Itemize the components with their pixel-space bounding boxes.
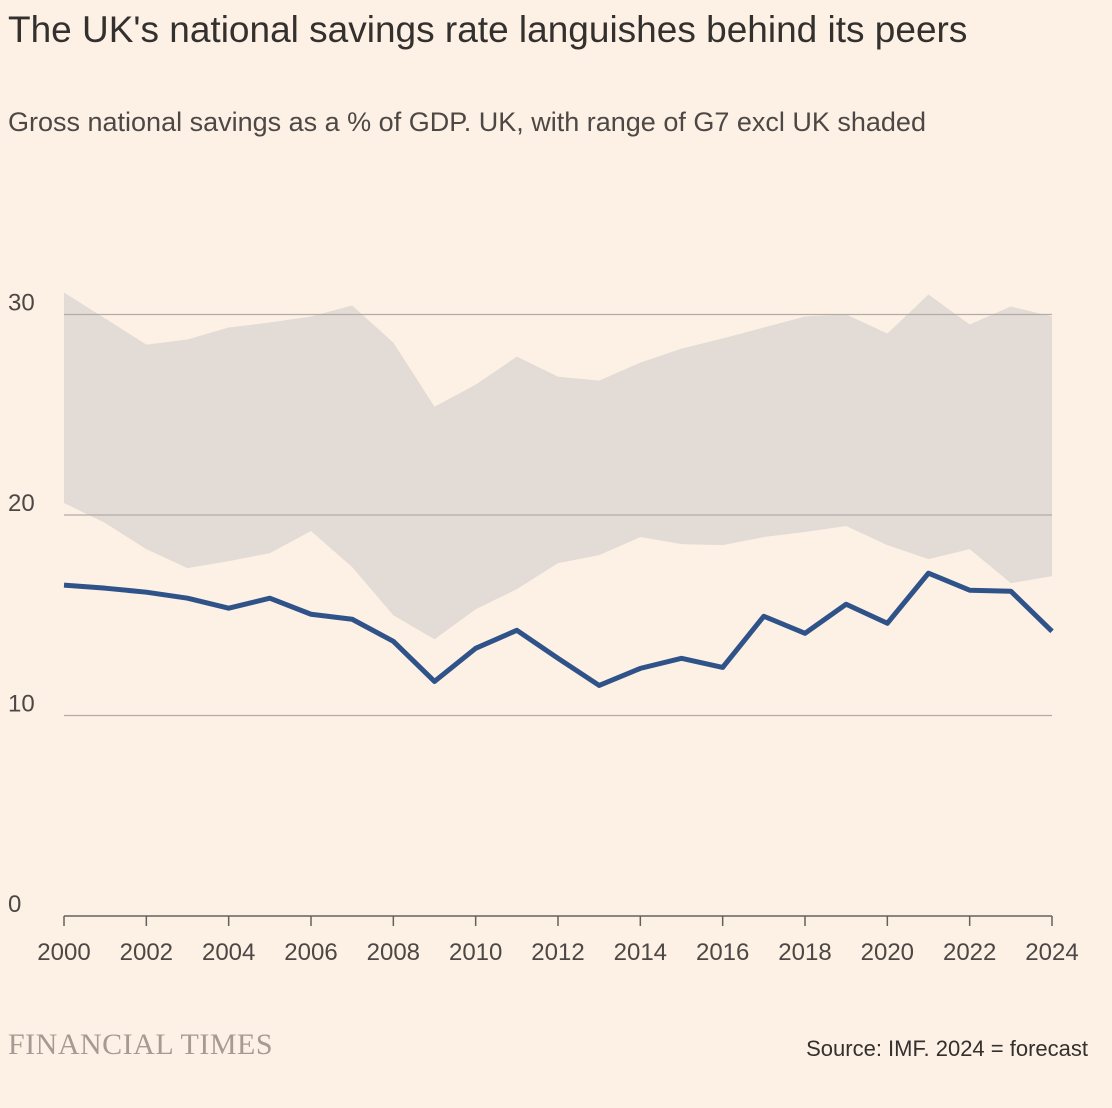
x-axis [63, 915, 1053, 926]
x-tick-label-2016: 2016 [696, 939, 749, 966]
y-tick-label-20: 20 [8, 490, 35, 517]
x-tick-label-2008: 2008 [367, 939, 420, 966]
y-tick-label-10: 10 [8, 691, 35, 718]
gridlines-layer [64, 313, 1052, 717]
uk-savings-line [63, 570, 1054, 688]
savings-rate-chart: 0 10 20 30 2000 2002 2004 2006 2008 2010 2012 2014… [8, 290, 1079, 967]
ft-logo-text: FINANCIAL TIMES [8, 1028, 274, 1061]
source-note: Source: IMF. 2024 = forecast [806, 1036, 1088, 1061]
x-tick-label-2024: 2024 [1025, 939, 1078, 966]
x-tick-label-2006: 2006 [284, 939, 337, 966]
x-tick-label-2018: 2018 [778, 939, 831, 966]
x-tick-label-2014: 2014 [614, 939, 667, 966]
x-tick-label-2000: 2000 [37, 939, 90, 966]
chart-title: The UK's national savings rate languishe… [8, 9, 968, 50]
g7-range-band-layer [64, 292, 1052, 640]
x-tick-label-2012: 2012 [531, 939, 584, 966]
g7-range-band [64, 292, 1052, 640]
x-tick-label-2020: 2020 [861, 939, 914, 966]
x-tick-labels: 2000 2002 2004 2006 2008 2010 2012 2014 2016 2018… [37, 939, 1078, 966]
x-tick-label-2004: 2004 [202, 939, 255, 966]
y-tick-labels: 0 10 20 30 [8, 290, 35, 919]
x-tick-label-2022: 2022 [943, 939, 996, 966]
y-tick-label-30: 30 [8, 290, 35, 317]
x-tick-label-2010: 2010 [449, 939, 502, 966]
y-tick-label-0: 0 [8, 891, 21, 918]
x-tick-label-2002: 2002 [120, 939, 173, 966]
chart-subtitle: Gross national savings as a % of GDP. UK… [8, 107, 926, 137]
uk-line-layer [63, 570, 1054, 688]
